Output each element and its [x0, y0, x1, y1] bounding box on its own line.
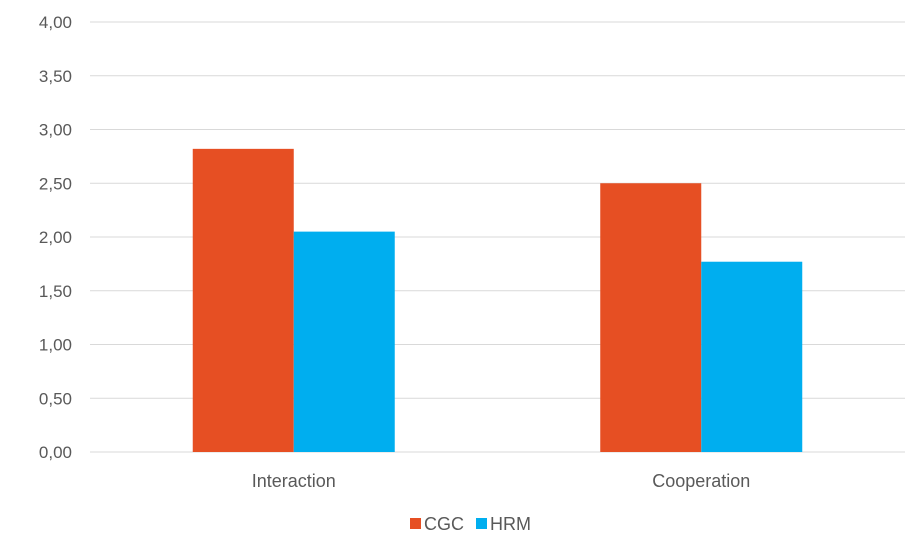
- x-tick-label: Interaction: [252, 471, 336, 491]
- bar-hrm-cooperation: [701, 261, 803, 452]
- y-tick-label: 4,00: [39, 13, 72, 32]
- y-tick-label: 0,50: [39, 389, 72, 408]
- legend-label-hrm: HRM: [490, 514, 531, 534]
- y-tick-label: 3,00: [39, 121, 72, 140]
- legend-label-cgc: CGC: [424, 514, 464, 534]
- legend-swatch-cgc: [410, 518, 421, 529]
- y-tick-label: 2,50: [39, 174, 72, 193]
- bars: [192, 148, 803, 452]
- y-tick-label: 0,00: [39, 443, 72, 462]
- bar-cgc-cooperation: [600, 183, 702, 452]
- bar-hrm-interaction: [293, 231, 395, 452]
- bar-cgc-interaction: [192, 148, 294, 452]
- y-tick-label: 2,00: [39, 228, 72, 247]
- x-tick-label: Cooperation: [652, 471, 750, 491]
- legend: CGC HRM: [410, 514, 531, 534]
- x-axis-ticks: Interaction Cooperation: [252, 471, 751, 491]
- y-tick-label: 3,50: [39, 67, 72, 86]
- y-tick-label: 1,00: [39, 336, 72, 355]
- y-tick-label: 1,50: [39, 282, 72, 301]
- legend-swatch-hrm: [476, 518, 487, 529]
- y-axis-ticks: 0,00 0,50 1,00 1,50 2,00 2,50 3,00 3,50 4,00: [39, 13, 72, 462]
